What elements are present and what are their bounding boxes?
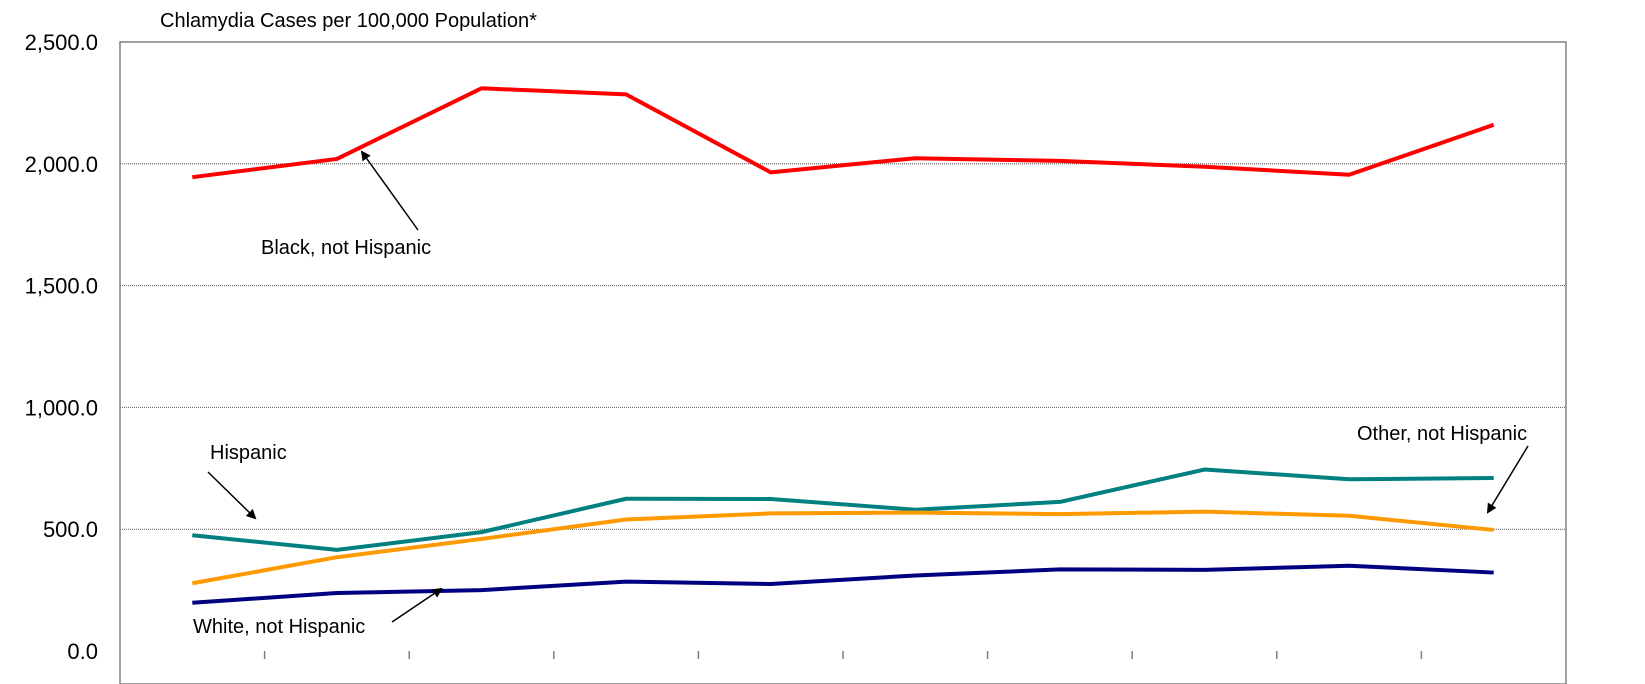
gridlines — [120, 164, 1566, 529]
annotation-hispanic: Hispanic — [210, 442, 287, 464]
annotation-black-not-hispanic: Black, not Hispanic — [261, 237, 431, 259]
y-tick-label: 2,500.0 — [25, 30, 98, 55]
y-tick-label: 500.0 — [43, 517, 98, 542]
arrow-other-not-hispanic — [1488, 446, 1528, 512]
y-tick-label: 2,000.0 — [25, 152, 98, 177]
y-tick-label: 1,000.0 — [25, 395, 98, 420]
series-line-other-not-hispanic — [192, 512, 1493, 584]
x-axis-ticks — [265, 651, 1422, 659]
annotation-other-not-hispanic: Other, not Hispanic — [1357, 423, 1527, 445]
series-lines — [192, 88, 1493, 602]
y-axis: 0.0 500.0 1,000.0 1,500.0 2,000.0 2,500.0 — [25, 30, 98, 664]
series-line-white-not-hispanic — [192, 566, 1493, 603]
annotation-white-not-hispanic: White, not Hispanic — [193, 616, 365, 638]
arrow-hispanic — [208, 472, 255, 518]
y-tick-label: 1,500.0 — [25, 274, 98, 299]
plot-area-frame — [120, 42, 1566, 684]
series-line-hispanic — [192, 470, 1493, 550]
arrow-white-not-hispanic — [392, 589, 441, 622]
y-tick-label: 0.0 — [67, 639, 98, 664]
chart-title: Chlamydia Cases per 100,000 Population* — [160, 10, 537, 32]
